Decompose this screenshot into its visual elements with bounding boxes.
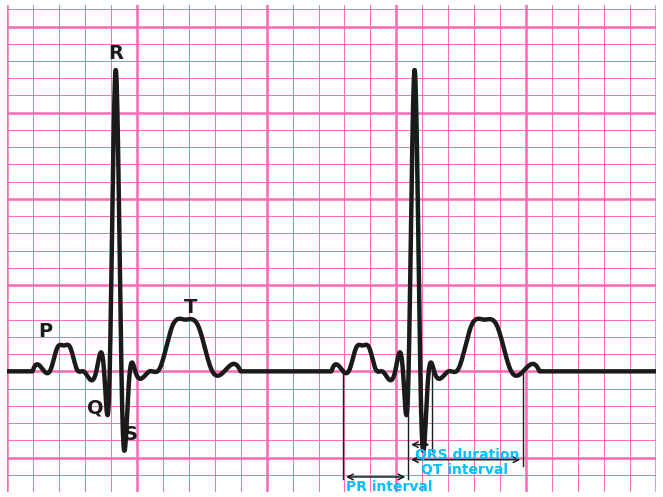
Text: Q: Q [88,399,104,417]
Text: P: P [38,322,52,341]
Text: S: S [123,425,138,444]
Text: QRS duration: QRS duration [414,448,519,462]
Text: PR interval: PR interval [347,481,433,495]
Text: R: R [108,44,123,63]
Text: QT interval: QT interval [421,463,508,477]
Text: T: T [184,299,198,318]
